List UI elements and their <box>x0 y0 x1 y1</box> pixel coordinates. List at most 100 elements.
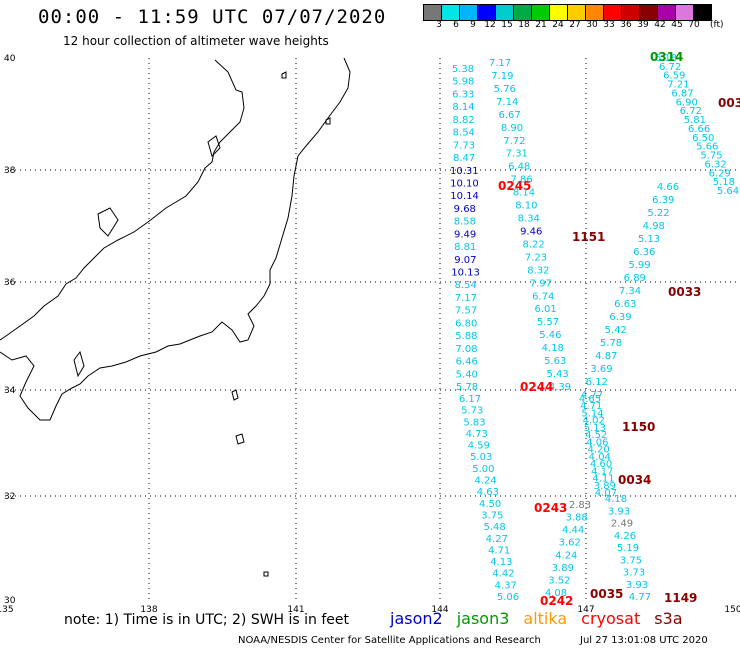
swh-value-label: 6.18 <box>655 53 677 64</box>
pass-time-label: 0243 <box>534 501 567 515</box>
swh-value-label: 5.78 <box>600 338 622 349</box>
island-sado <box>207 135 221 157</box>
island-oshima <box>231 389 239 401</box>
swh-value-label: 5.42 <box>605 325 627 336</box>
swh-value-label: 4.04 <box>589 452 611 463</box>
color-swatch <box>693 4 712 21</box>
swh-value-label: 7.23 <box>525 252 547 263</box>
lon-tick-label: 135 <box>0 605 14 615</box>
swh-value-label: 6.50 <box>692 133 714 144</box>
swh-value-label: 8.54 <box>455 280 477 291</box>
swh-value-label: 6.87 <box>671 89 693 100</box>
swh-value-label: 4.26 <box>614 531 636 542</box>
swh-value-label: 3.69 <box>590 364 612 375</box>
swh-value-label: 5.88 <box>455 331 477 342</box>
color-swatch-label: 36 <box>620 20 632 30</box>
swh-value-label: 10.31 <box>450 166 479 177</box>
lat-tick-label: 36 <box>4 278 16 288</box>
page-subtitle: 12 hour collection of altimeter wave hei… <box>63 34 329 48</box>
swh-value-label: 8.32 <box>527 265 549 276</box>
swh-value-label: 9.68 <box>454 204 476 215</box>
swh-value-label: 8.82 <box>452 115 474 126</box>
swh-value-label: 5.48 <box>483 522 505 533</box>
swh-value-label: 8.54 <box>453 128 475 139</box>
swh-value-label: 4.59 <box>468 441 490 452</box>
island-awaji <box>73 350 85 378</box>
color-legend <box>423 4 712 21</box>
swh-value-label: 6.66 <box>688 124 710 135</box>
swh-value-label: 4.73 <box>466 429 488 440</box>
swh-value-label: 3.89 <box>594 481 616 492</box>
swh-value-label: 5.63 <box>544 356 566 367</box>
swh-value-label: 4.42 <box>492 569 514 580</box>
swh-value-label: 7.08 <box>455 344 477 355</box>
swh-value-label: 4.65 <box>579 394 601 405</box>
swh-value-label: 7.21 <box>667 80 689 91</box>
swh-value-label: 8.34 <box>518 214 540 225</box>
satellite-legend: jason2 jason3 altika cryosat s3a <box>390 609 683 628</box>
swh-value-label: 5.13 <box>584 423 606 434</box>
swh-value-label: 9.49 <box>454 229 476 240</box>
pass-time-label: 0032 <box>718 96 740 110</box>
swh-value-label: 4.07 <box>595 488 617 499</box>
pass-time-label: 0035 <box>590 587 623 601</box>
swh-value-label: 9.46 <box>520 227 542 238</box>
color-swatch-label: 3 <box>436 20 442 30</box>
swh-value-label: 8.58 <box>454 217 476 228</box>
swh-value-label: 7.72 <box>503 136 525 147</box>
swh-value-label: 2.83 <box>569 500 591 511</box>
swh-value-label: 10.13 <box>451 268 480 279</box>
lat-tick-label: 40 <box>4 54 16 64</box>
swh-value-label: 7.14 <box>496 97 518 108</box>
swh-value-label: 5.22 <box>647 208 669 219</box>
swh-value-label: 7.73 <box>453 140 475 151</box>
swh-value-label: 6.33 <box>452 89 474 100</box>
swh-value-label: 6.59 <box>663 71 685 82</box>
swh-value-label: 4.24 <box>474 476 496 487</box>
lon-tick-label: 138 <box>140 605 157 615</box>
swh-value-label: 6.90 <box>676 97 698 108</box>
swh-value-label: 4.18 <box>542 343 564 354</box>
color-swatch-label: 70 <box>688 20 700 30</box>
swh-value-label: 5.66 <box>696 142 718 153</box>
swh-value-label: 5.06 <box>497 592 519 603</box>
swh-value-label: 4.77 <box>581 390 603 401</box>
swh-value-label: 5.00 <box>472 464 494 475</box>
swh-value-label: 4.18 <box>605 494 627 505</box>
satellite-legend-item: jason2 <box>390 609 443 628</box>
swh-value-label: 6.48 <box>508 162 530 173</box>
swh-value-label: 5.38 <box>452 64 474 75</box>
color-swatch-label: 18 <box>518 20 530 30</box>
swh-value-label: 4.44 <box>562 525 584 536</box>
swh-value-label: 5.99 <box>628 260 650 271</box>
swh-value-label: 5.73 <box>461 406 483 417</box>
swh-value-label: 6.32 <box>704 159 726 170</box>
pass-time-label: 0245 <box>498 179 531 193</box>
color-swatch-label: 45 <box>671 20 683 30</box>
note-text: note: 1) Time is in UTC; 2) SWH is in fe… <box>64 612 350 628</box>
lat-tick-label: 38 <box>4 166 16 176</box>
satellite-legend-item: altika <box>523 609 568 628</box>
footer-credit: NOAA/NESDIS Center for Satellite Applica… <box>238 635 541 646</box>
swh-value-label: 4.66 <box>657 182 679 193</box>
swh-value-label: 7.17 <box>455 293 477 304</box>
swh-value-label: 5.40 <box>456 369 478 380</box>
swh-value-label: 6.39 <box>652 195 674 206</box>
island-small-1 <box>281 71 287 79</box>
swh-value-label: 5.19 <box>617 543 639 554</box>
swh-value-label: 5.98 <box>452 77 474 88</box>
satellite-legend-item: jason3 <box>456 609 510 628</box>
swh-value-label: 4.60 <box>590 459 612 470</box>
swh-value-label: 4.13 <box>490 557 512 568</box>
swh-value-label: 5.14 <box>581 409 603 420</box>
satellite-legend-item: s3a <box>654 609 683 628</box>
swh-value-label: 6.46 <box>456 357 478 368</box>
altimeter-tracks: 6.186.726.597.216.876.906.725.816.666.50… <box>450 50 740 608</box>
swh-value-label: 3.93 <box>608 506 630 517</box>
swh-value-label: 6.67 <box>498 110 520 121</box>
swh-value-label: 6.72 <box>680 106 702 117</box>
swh-value-label: 7.57 <box>455 306 477 317</box>
island-hachijo <box>235 433 245 445</box>
swh-value-label: 6.39 <box>609 312 631 323</box>
